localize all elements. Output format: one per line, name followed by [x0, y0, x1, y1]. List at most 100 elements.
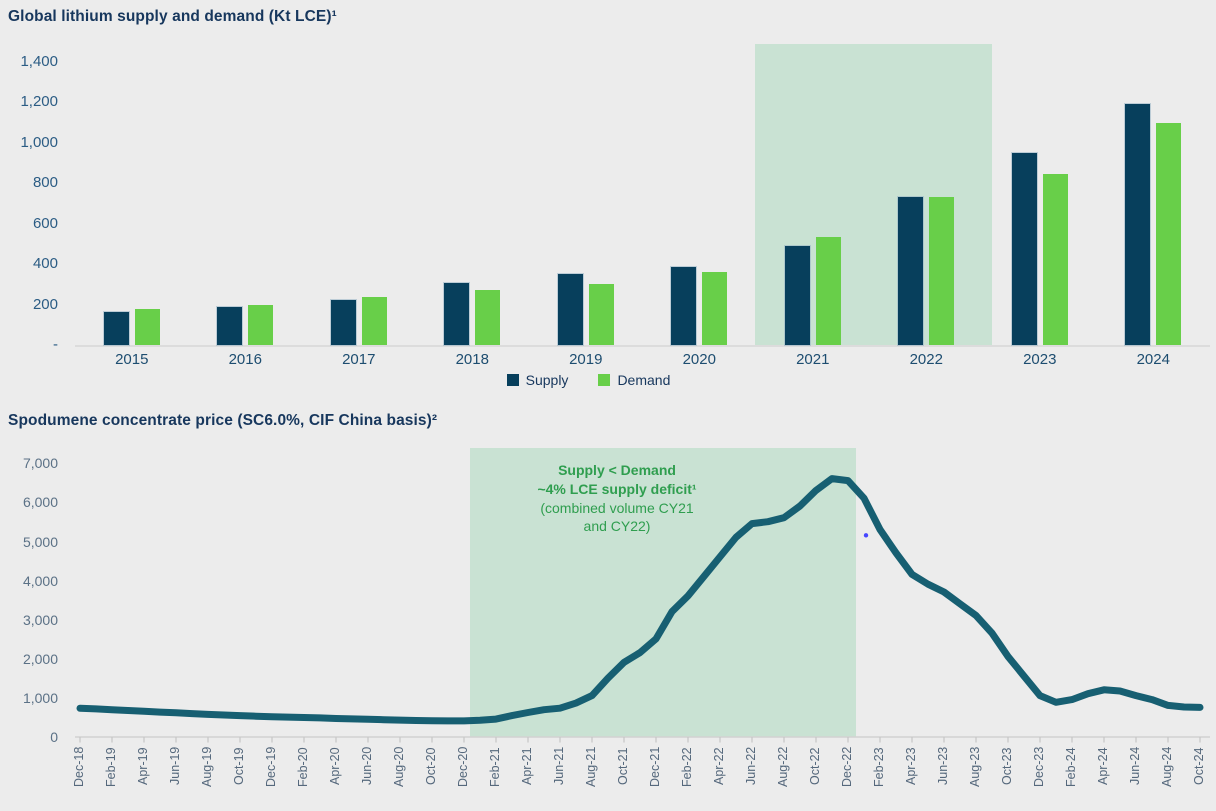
x-tick-Dec-22: Dec-22 — [840, 747, 854, 788]
supply-deficit-annotation: Supply < Demand ~4% LCE supply deficit¹ … — [487, 461, 747, 536]
x-tick-Jun-23: Jun-23 — [936, 747, 950, 786]
x-tick-Oct-22: Oct-22 — [808, 747, 822, 785]
stray-blue-dot — [863, 533, 869, 538]
bar-chart-title: Global lithium supply and demand (Kt LCE… — [8, 8, 337, 25]
bar-series-container — [75, 44, 1210, 345]
x-tick-2020: 2020 — [682, 351, 716, 368]
demand-bar-2021 — [815, 237, 841, 345]
y-tick-800: 800 — [32, 174, 58, 192]
line-chart-y-axis: 7,000 6,000 5,000 4,000 3,000 2,000 1,000 0 — [0, 448, 66, 745]
x-tick-2022: 2022 — [909, 351, 943, 368]
y-tick-6,000: 6,000 — [22, 494, 58, 511]
legend-item-supply: Supply — [506, 372, 569, 388]
supply-bar-2018 — [444, 283, 470, 345]
bar-group-2021 — [756, 44, 870, 345]
x-tick-Jun-21: Jun-21 — [552, 747, 566, 786]
bar-chart-plot-area — [75, 44, 1210, 347]
y-tick-600: 600 — [32, 214, 58, 232]
x-tick-2021: 2021 — [796, 351, 830, 368]
bar-group-2018 — [416, 44, 530, 345]
demand-bar-2020 — [702, 272, 728, 345]
x-tick-Feb-23: Feb-23 — [872, 747, 886, 787]
supply-bar-2021 — [784, 246, 810, 345]
demand-bar-2018 — [475, 290, 501, 345]
x-tick-Dec-18: Dec-18 — [72, 747, 86, 788]
x-tick-Oct-21: Oct-21 — [616, 747, 630, 785]
x-tick-Feb-22: Feb-22 — [680, 747, 694, 787]
x-tick-Apr-22: Apr-22 — [712, 747, 726, 785]
supply-swatch-icon — [506, 374, 519, 386]
supply-bar-2022 — [898, 197, 924, 345]
y-tick-1,000: 1,000 — [22, 689, 58, 706]
demand-bar-2016 — [248, 305, 274, 345]
supply-bar-2016 — [217, 307, 243, 345]
x-tick-2019: 2019 — [569, 351, 603, 368]
bar-group-2019 — [529, 44, 643, 345]
x-tick-2015: 2015 — [115, 351, 149, 368]
price-line-series — [76, 475, 1204, 725]
bar-group-2024 — [1097, 44, 1211, 345]
x-tick-Oct-19: Oct-19 — [232, 747, 246, 785]
y-tick-1,000: 1,000 — [20, 133, 58, 151]
demand-bar-2019 — [588, 284, 614, 345]
x-tick-Aug-22: Aug-22 — [776, 747, 790, 788]
bar-group-2016 — [189, 44, 303, 345]
annotation-line-4: and CY22) — [583, 518, 651, 535]
y-tick--: - — [53, 336, 58, 353]
annotation-line-1: Supply < Demand — [558, 462, 676, 478]
bar-group-2020 — [643, 44, 757, 345]
x-tick-Aug-19: Aug-19 — [200, 747, 214, 788]
x-tick-Feb-19: Feb-19 — [104, 747, 118, 787]
supply-bar-2017 — [330, 300, 356, 345]
bar-group-2022 — [870, 44, 984, 345]
supply-bar-2020 — [671, 267, 697, 345]
x-tick-Aug-20: Aug-20 — [392, 747, 406, 788]
legend-label-supply: Supply — [525, 372, 569, 388]
demand-bar-2015 — [134, 309, 160, 345]
supply-bar-2023 — [1011, 153, 1037, 345]
x-tick-Dec-21: Dec-21 — [648, 747, 662, 788]
x-tick-Apr-19: Apr-19 — [136, 747, 150, 785]
bar-chart-y-axis: 1,400 1,200 1,000 800 600 400 200 - — [0, 44, 66, 353]
y-tick-7,000: 7,000 — [22, 455, 58, 472]
line-chart-plot-area: Supply < Demand ~4% LCE supply deficit¹ … — [75, 448, 1210, 744]
y-tick-4,000: 4,000 — [22, 572, 58, 589]
x-tick-Feb-24: Feb-24 — [1064, 747, 1078, 787]
bar-group-2015 — [75, 44, 189, 345]
x-tick-Feb-20: Feb-20 — [296, 747, 310, 787]
x-tick-Aug-21: Aug-21 — [584, 747, 598, 788]
x-tick-Jun-20: Jun-20 — [360, 747, 374, 786]
supply-bar-2015 — [103, 312, 129, 345]
bar-group-2017 — [302, 44, 416, 345]
x-tick-Apr-21: Apr-21 — [520, 747, 534, 785]
x-tick-2024: 2024 — [1136, 351, 1170, 368]
x-tick-Apr-20: Apr-20 — [328, 747, 342, 785]
line-chart-x-axis: Dec-18 Feb-19 Apr-19 Jun-19 Aug-19 Oct-19 Dec-… — [72, 747, 1210, 809]
x-tick-Jun-19: Jun-19 — [168, 747, 182, 786]
highlight-band-supply-deficit — [470, 448, 856, 737]
y-tick-1,400: 1,400 — [20, 53, 58, 70]
demand-swatch-icon — [598, 374, 611, 386]
bar-group-2023 — [983, 44, 1097, 345]
x-tick-Feb-21: Feb-21 — [488, 747, 502, 787]
price-line-svg — [75, 475, 1210, 743]
demand-bar-2024 — [1156, 123, 1182, 345]
x-tick-2023: 2023 — [1023, 351, 1057, 368]
y-tick-2,000: 2,000 — [22, 650, 58, 667]
x-tick-2018: 2018 — [455, 351, 489, 368]
x-tick-Apr-23: Apr-23 — [904, 747, 918, 785]
x-tick-Dec-20: Dec-20 — [456, 747, 470, 788]
y-tick-5,000: 5,000 — [22, 533, 58, 550]
x-tick-Jun-22: Jun-22 — [744, 747, 758, 786]
demand-bar-2022 — [929, 197, 955, 345]
legend-label-demand: Demand — [617, 372, 671, 388]
supply-bar-2019 — [557, 274, 583, 345]
x-tick-Dec-23: Dec-23 — [1032, 747, 1046, 788]
y-tick-0: 0 — [50, 729, 58, 745]
y-tick-200: 200 — [32, 295, 58, 313]
x-axis-ticks — [79, 737, 1201, 743]
x-tick-Aug-23: Aug-23 — [968, 747, 982, 788]
legend-item-demand: Demand — [598, 372, 670, 388]
supply-bar-2024 — [1125, 104, 1151, 345]
demand-bar-2017 — [361, 297, 387, 345]
